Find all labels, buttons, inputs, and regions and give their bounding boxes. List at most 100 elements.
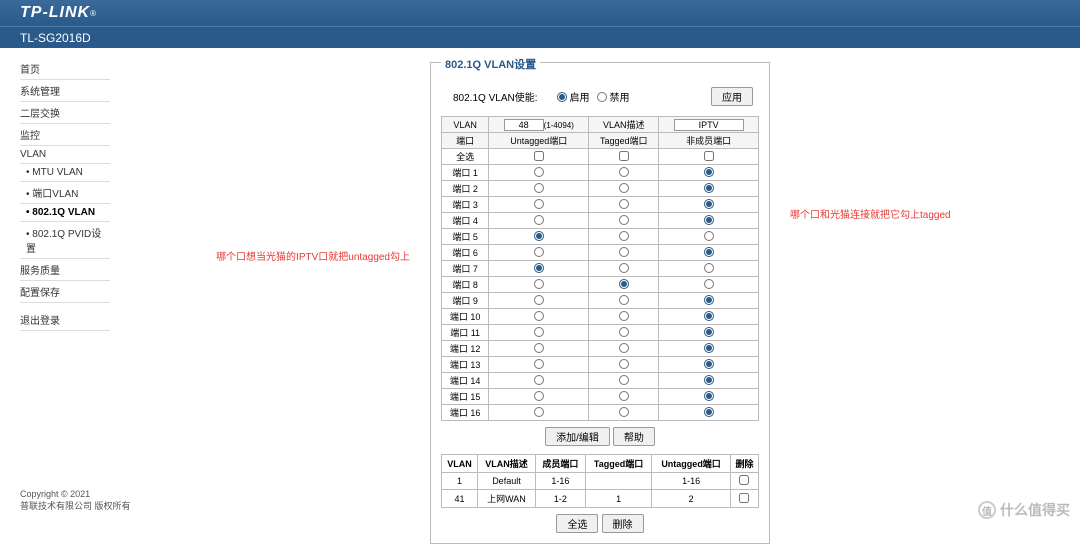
add-edit-button[interactable]: 添加/编辑	[545, 427, 610, 446]
vlan-id-input[interactable]	[504, 119, 544, 131]
sidebar-item-9[interactable]: 服务质量	[20, 259, 110, 281]
port-untagged-radio[interactable]	[534, 215, 544, 225]
port-nonmember-radio[interactable]	[704, 327, 714, 337]
summary-cell-untagged: 2	[652, 490, 731, 508]
sidebar-item-1[interactable]: 系统管理	[20, 80, 110, 102]
port-untagged-radio[interactable]	[534, 327, 544, 337]
port-nonmember-radio[interactable]	[704, 279, 714, 289]
port-nonmember-radio[interactable]	[704, 359, 714, 369]
port-label: 端口 8	[442, 277, 489, 293]
port-nonmember-radio[interactable]	[704, 215, 714, 225]
port-nonmember-radio[interactable]	[704, 167, 714, 177]
summary-cell-member: 1-2	[535, 490, 585, 508]
apply-button[interactable]: 应用	[711, 87, 753, 106]
port-nonmember-radio[interactable]	[704, 407, 714, 417]
port-label: 端口 2	[442, 181, 489, 197]
port-tagged-radio[interactable]	[619, 183, 629, 193]
port-nonmember-radio[interactable]	[704, 199, 714, 209]
port-nonmember-radio[interactable]	[704, 391, 714, 401]
sidebar-item-6[interactable]: 端口VLAN	[20, 182, 110, 204]
port-nonmember-radio[interactable]	[704, 375, 714, 385]
port-untagged-radio[interactable]	[534, 391, 544, 401]
company: 普联技术有限公司 版权所有	[20, 499, 131, 512]
selectall-tagged[interactable]	[619, 151, 629, 161]
summary-delete-button[interactable]: 删除	[602, 514, 644, 533]
sidebar-item-5[interactable]: MTU VLAN	[20, 164, 110, 182]
summary-delete-checkbox[interactable]	[739, 475, 749, 485]
summary-row: 1Default1-161-16	[442, 473, 759, 490]
port-untagged-radio[interactable]	[534, 263, 544, 273]
help-button[interactable]: 帮助	[613, 427, 655, 446]
sidebar-item-4[interactable]: VLAN	[20, 146, 110, 164]
summary-delete-checkbox[interactable]	[739, 493, 749, 503]
sidebar-item-3[interactable]: 监控	[20, 124, 110, 146]
port-row: 端口 11	[442, 325, 759, 341]
port-untagged-radio[interactable]	[534, 167, 544, 177]
port-tagged-radio[interactable]	[619, 327, 629, 337]
sidebar-item-10[interactable]: 配置保存	[20, 281, 110, 303]
footer: Copyright © 2021 普联技术有限公司 版权所有	[20, 489, 131, 512]
annotation-left: 哪个口想当光猫的IPTV口就把untagged勾上	[150, 248, 410, 263]
port-untagged-radio[interactable]	[534, 199, 544, 209]
port-tagged-radio[interactable]	[619, 231, 629, 241]
port-tagged-radio[interactable]	[619, 215, 629, 225]
port-tagged-radio[interactable]	[619, 167, 629, 177]
port-tagged-radio[interactable]	[619, 295, 629, 305]
port-untagged-radio[interactable]	[534, 311, 544, 321]
port-untagged-radio[interactable]	[534, 247, 544, 257]
port-row: 端口 5	[442, 229, 759, 245]
port-nonmember-radio[interactable]	[704, 183, 714, 193]
port-nonmember-radio[interactable]	[704, 295, 714, 305]
port-untagged-radio[interactable]	[534, 343, 544, 353]
port-tagged-radio[interactable]	[619, 343, 629, 353]
port-nonmember-radio[interactable]	[704, 311, 714, 321]
sum-th-member: 成员端口	[535, 455, 585, 473]
port-tagged-radio[interactable]	[619, 391, 629, 401]
port-untagged-radio[interactable]	[534, 279, 544, 289]
port-untagged-radio[interactable]	[534, 407, 544, 417]
sidebar-item-8[interactable]: 802.1Q PVID设置	[20, 222, 110, 259]
port-untagged-radio[interactable]	[534, 359, 544, 369]
port-tagged-radio[interactable]	[619, 279, 629, 289]
selectall-nonmember[interactable]	[704, 151, 714, 161]
port-untagged-radio[interactable]	[534, 375, 544, 385]
radio-enable[interactable]	[557, 92, 567, 102]
port-row: 端口 6	[442, 245, 759, 261]
sidebar-item-0[interactable]: 首页	[20, 58, 110, 80]
port-tagged-radio[interactable]	[619, 263, 629, 273]
port-label: 端口 3	[442, 197, 489, 213]
port-untagged-radio[interactable]	[534, 295, 544, 305]
sum-th-vlan: VLAN	[442, 455, 478, 473]
watermark-text: 什么值得买	[1000, 500, 1070, 520]
model-bar: TL-SG2016D	[0, 26, 1080, 48]
port-untagged-radio[interactable]	[534, 183, 544, 193]
radio-disable-label[interactable]: 禁用	[597, 89, 629, 104]
port-tagged-radio[interactable]	[619, 407, 629, 417]
sidebar-logout[interactable]: 退出登录	[20, 309, 110, 331]
port-nonmember-radio[interactable]	[704, 343, 714, 353]
port-row: 端口 1	[442, 165, 759, 181]
port-nonmember-radio[interactable]	[704, 231, 714, 241]
port-label: 端口 12	[442, 341, 489, 357]
port-untagged-radio[interactable]	[534, 231, 544, 241]
port-tagged-radio[interactable]	[619, 247, 629, 257]
sidebar-item-7[interactable]: 802.1Q VLAN	[20, 204, 110, 222]
port-tagged-radio[interactable]	[619, 199, 629, 209]
port-tagged-radio[interactable]	[619, 375, 629, 385]
port-nonmember-radio[interactable]	[704, 263, 714, 273]
port-tagged-radio[interactable]	[619, 359, 629, 369]
port-label: 端口 5	[442, 229, 489, 245]
summary-selectall-button[interactable]: 全选	[556, 514, 598, 533]
port-tagged-radio[interactable]	[619, 311, 629, 321]
radio-enable-label[interactable]: 启用	[557, 89, 589, 104]
port-nonmember-radio[interactable]	[704, 247, 714, 257]
summary-cell-tagged: 1	[585, 490, 651, 508]
selectall-untagged[interactable]	[534, 151, 544, 161]
vlan-desc-input[interactable]	[674, 119, 744, 131]
port-label: 端口 14	[442, 373, 489, 389]
sidebar-item-2[interactable]: 二层交换	[20, 102, 110, 124]
port-row: 端口 15	[442, 389, 759, 405]
port-row: 端口 16	[442, 405, 759, 421]
radio-disable[interactable]	[597, 92, 607, 102]
port-label: 端口 9	[442, 293, 489, 309]
